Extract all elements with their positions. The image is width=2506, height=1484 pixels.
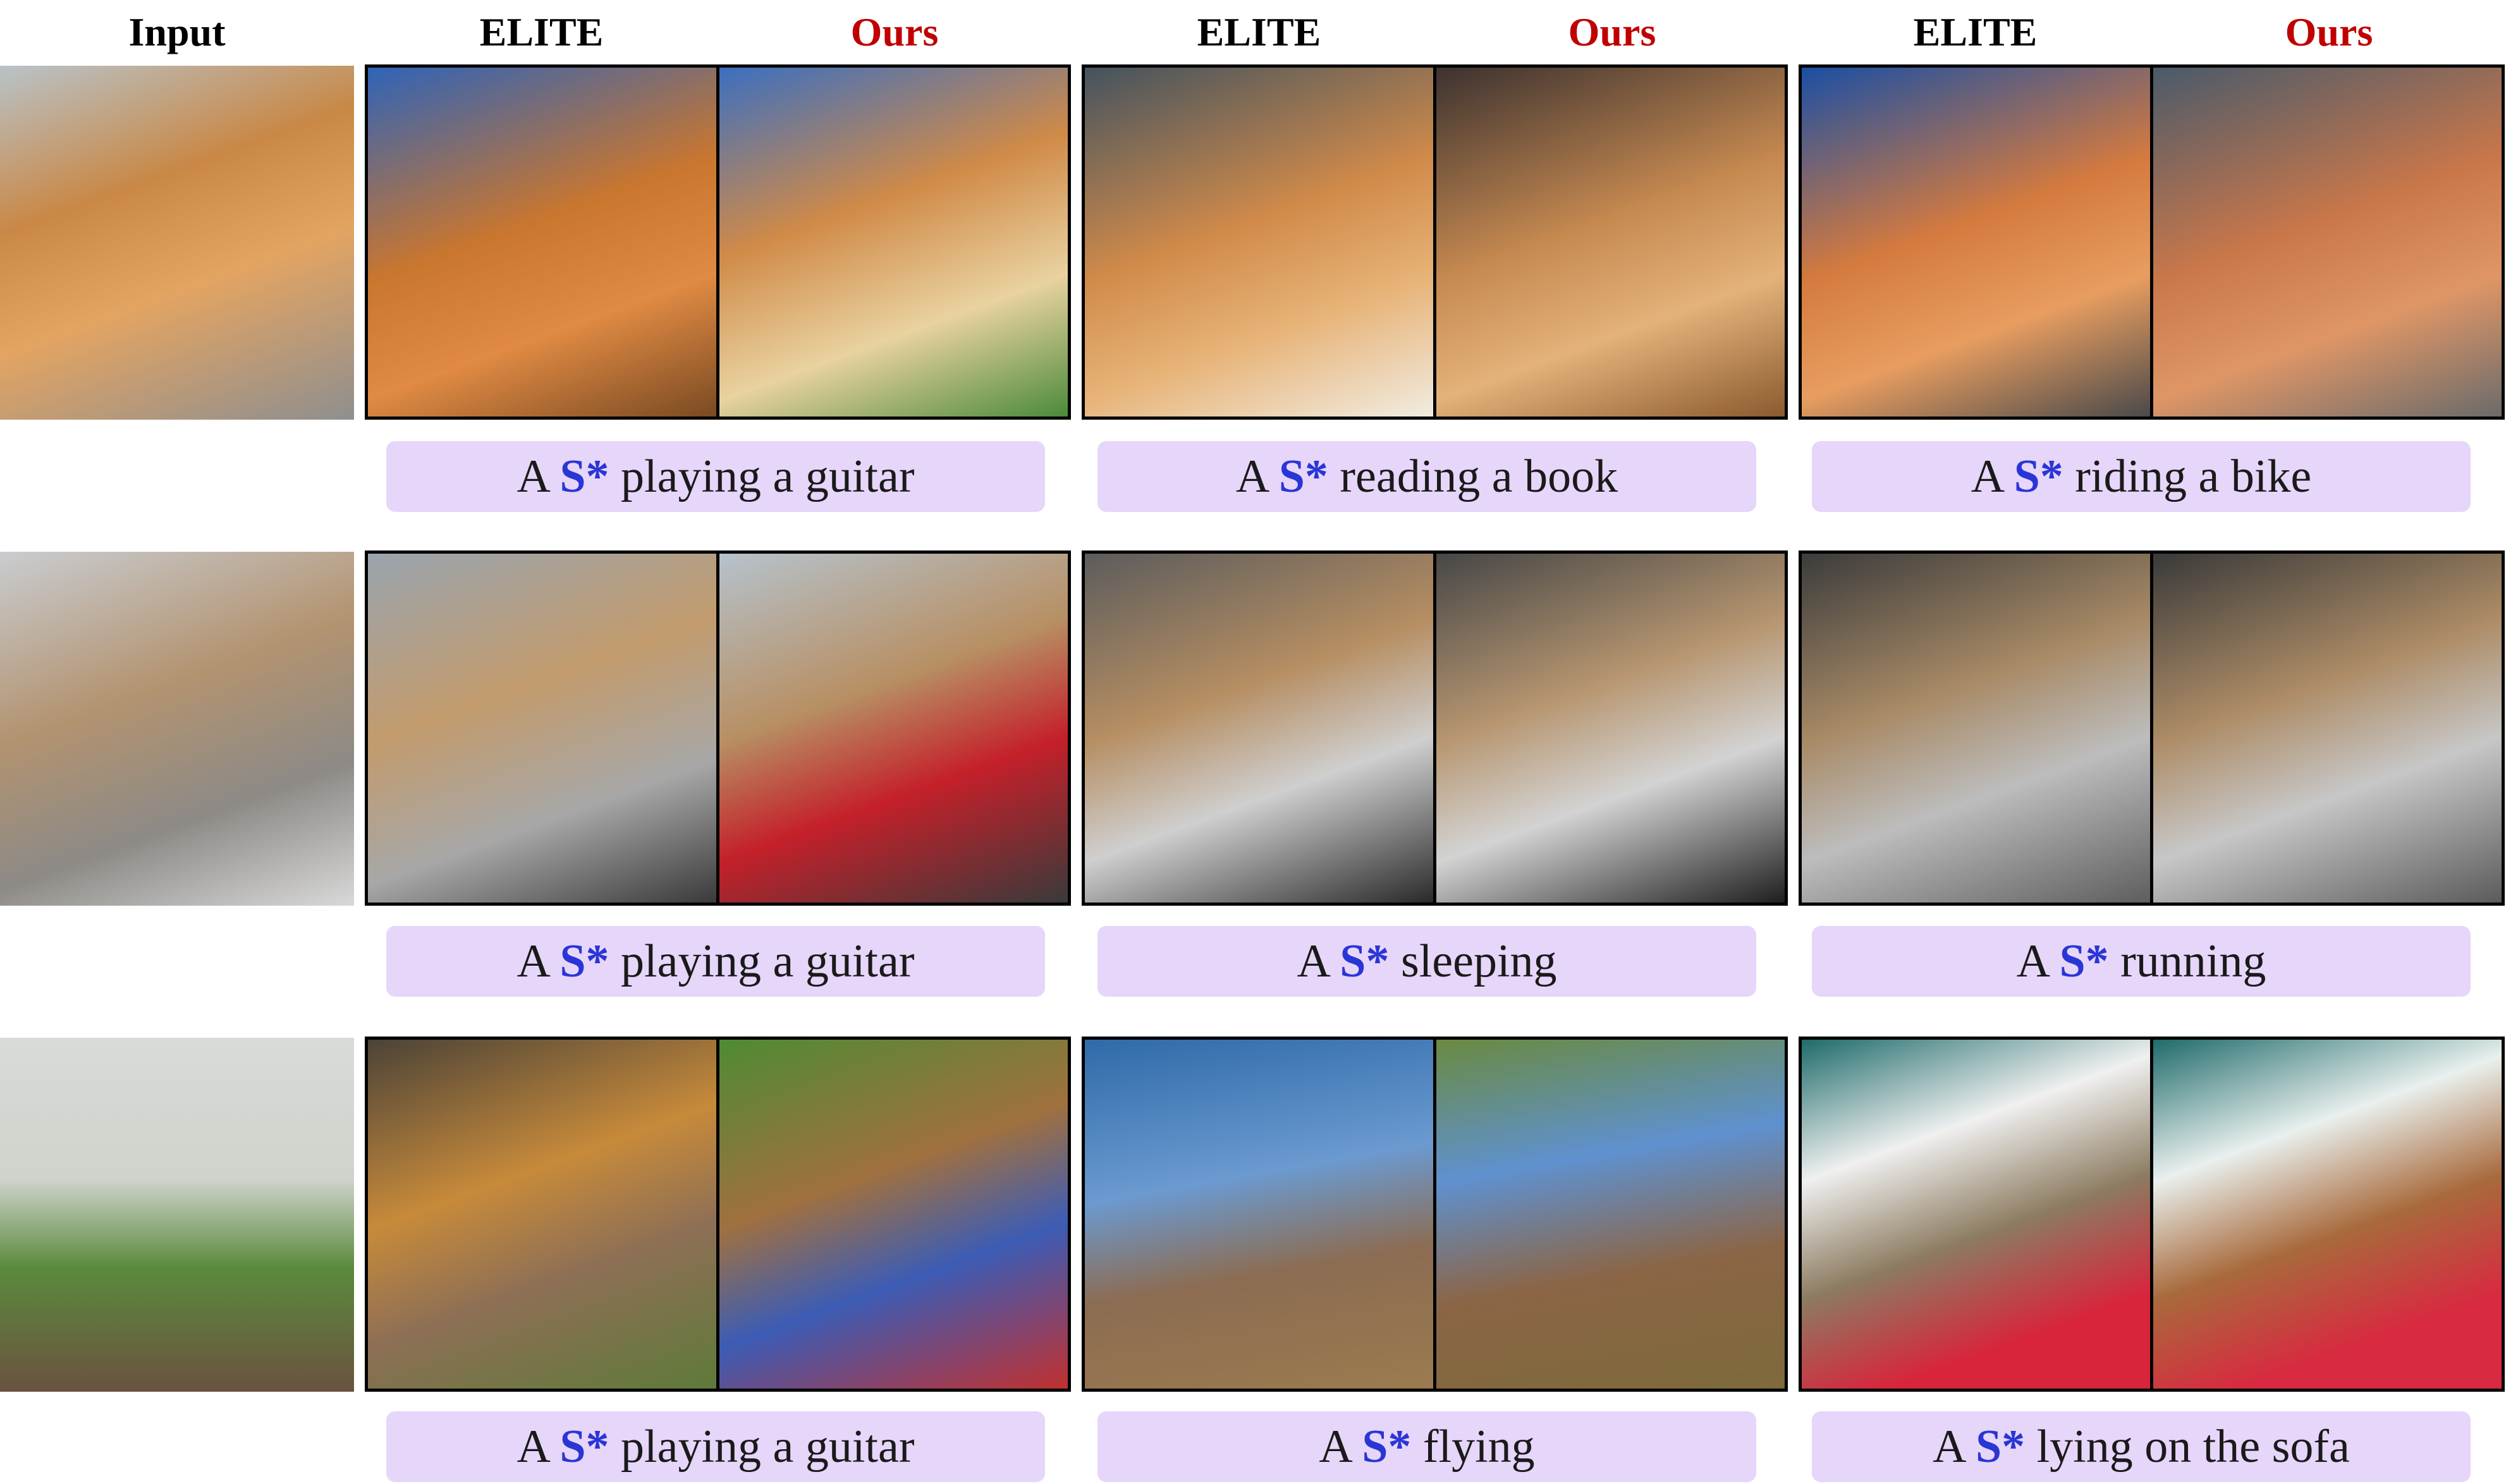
- elite-result-image: [1085, 554, 1433, 903]
- caption-text: playing a guitar: [621, 1421, 915, 1473]
- caption-text: reading a book: [1340, 451, 1618, 502]
- ours-result-image: [1433, 68, 1785, 417]
- caption-prefix: A: [1297, 935, 1328, 987]
- ours-result-image: [716, 68, 1068, 417]
- prompt-caption: A S* reading a book: [1097, 441, 1756, 512]
- caption-prefix: A: [1235, 451, 1268, 502]
- input-image-row-1: [0, 66, 354, 420]
- ours-result-image: [2150, 1040, 2502, 1389]
- image-pair-row-1-prompt-3: [1799, 64, 2505, 420]
- image-pair-row-2-prompt-2: [1082, 550, 1788, 906]
- caption-prefix: A: [1933, 1421, 1964, 1473]
- header-ours-2: Ours: [1568, 9, 1656, 54]
- image-pair-row-3-prompt-3: [1799, 1037, 2505, 1392]
- prompt-caption: A S* sleeping: [1097, 926, 1756, 997]
- caption-token: S*: [1975, 1421, 2026, 1473]
- prompt-caption: A S* playing a guitar: [386, 1411, 1045, 1482]
- caption-text: running: [2120, 935, 2266, 987]
- caption-token: S*: [1340, 935, 1390, 987]
- header-ours-3: Ours: [2285, 9, 2373, 54]
- header-input: Input: [128, 9, 226, 54]
- elite-result-image: [1085, 1040, 1433, 1389]
- caption-text: riding a bike: [2075, 451, 2312, 502]
- input-image-row-2: [0, 552, 354, 906]
- prompt-caption: A S* lying on the sofa: [1812, 1411, 2471, 1482]
- elite-result-image: [368, 1040, 716, 1389]
- ours-result-image: [2150, 68, 2502, 417]
- header-elite-2: ELITE: [1197, 9, 1321, 54]
- caption-text: playing a guitar: [621, 451, 915, 502]
- caption-token: S*: [2059, 935, 2109, 987]
- prompt-caption: A S* flying: [1097, 1411, 1756, 1482]
- elite-result-image: [368, 554, 716, 903]
- header-ours-1: Ours: [850, 9, 939, 54]
- elite-result-image: [368, 68, 716, 417]
- image-pair-row-2-prompt-1: [365, 550, 1071, 906]
- image-pair-row-3-prompt-1: [365, 1037, 1071, 1392]
- ours-result-image: [716, 554, 1068, 903]
- prompt-caption: A S* riding a bike: [1812, 441, 2471, 512]
- ours-result-image: [2150, 554, 2502, 903]
- caption-token: S*: [559, 935, 609, 987]
- prompt-caption: A S* playing a guitar: [386, 441, 1045, 512]
- header-elite-3: ELITE: [1913, 9, 2038, 54]
- caption-token: S*: [1278, 451, 1328, 502]
- caption-text: sleeping: [1400, 935, 1557, 987]
- input-image-row-3: [0, 1038, 354, 1392]
- caption-prefix: A: [1319, 1421, 1350, 1473]
- caption-prefix: A: [516, 935, 548, 987]
- caption-token: S*: [559, 1421, 609, 1473]
- caption-prefix: A: [2016, 935, 2048, 987]
- elite-result-image: [1085, 68, 1433, 417]
- caption-text: flying: [1422, 1421, 1535, 1473]
- ours-result-image: [716, 1040, 1068, 1389]
- ours-result-image: [1433, 554, 1785, 903]
- caption-prefix: A: [1971, 451, 2003, 502]
- image-pair-row-1-prompt-2: [1082, 64, 1788, 420]
- ours-result-image: [1433, 1040, 1785, 1389]
- caption-text: lying on the sofa: [2036, 1421, 2350, 1473]
- header-elite-1: ELITE: [479, 9, 604, 54]
- caption-token: S*: [1362, 1421, 1412, 1473]
- image-pair-row-1-prompt-1: [365, 64, 1071, 420]
- prompt-caption: A S* playing a guitar: [386, 926, 1045, 997]
- caption-text: playing a guitar: [621, 935, 915, 987]
- image-pair-row-3-prompt-2: [1082, 1037, 1788, 1392]
- caption-token: S*: [559, 451, 609, 502]
- elite-result-image: [1802, 68, 2150, 417]
- elite-result-image: [1802, 554, 2150, 903]
- caption-token: S*: [2014, 451, 2063, 502]
- image-pair-row-2-prompt-3: [1799, 550, 2505, 906]
- caption-prefix: A: [516, 451, 548, 502]
- prompt-caption: A S* running: [1812, 926, 2471, 997]
- caption-prefix: A: [516, 1421, 548, 1473]
- elite-result-image: [1802, 1040, 2150, 1389]
